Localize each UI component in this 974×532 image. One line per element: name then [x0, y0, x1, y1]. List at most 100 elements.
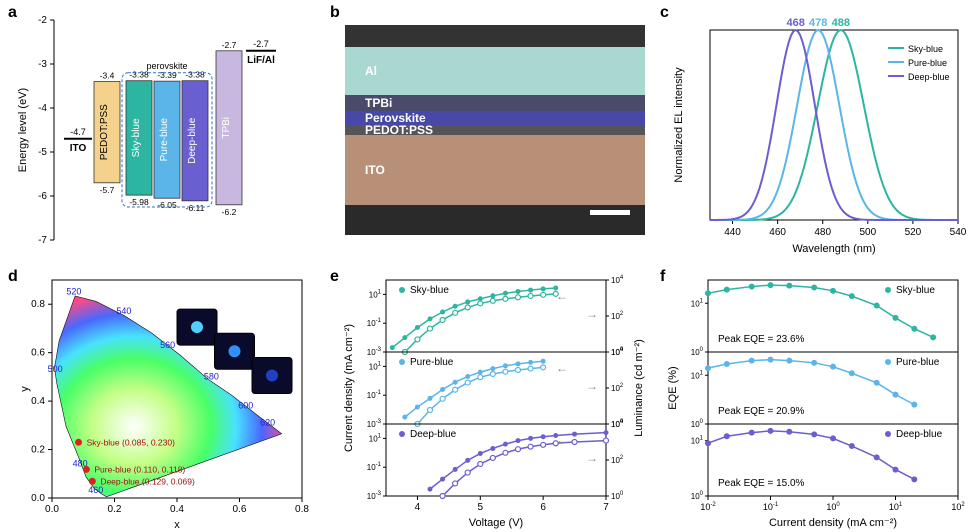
svg-text:468: 468 [786, 17, 804, 29]
svg-text:100: 100 [691, 491, 704, 501]
svg-text:Deep-blue (0.129, 0.069): Deep-blue (0.129, 0.069) [100, 476, 195, 486]
svg-text:Energy level (eV): Energy level (eV) [17, 88, 29, 172]
svg-text:540: 540 [116, 306, 131, 316]
svg-text:101: 101 [691, 436, 704, 446]
svg-text:101: 101 [369, 289, 382, 299]
svg-text:0.6: 0.6 [31, 348, 45, 359]
svg-text:Pure-blue: Pure-blue [896, 357, 940, 368]
svg-text:Deep-blue: Deep-blue [187, 117, 198, 164]
svg-text:Current density (mA cm⁻²): Current density (mA cm⁻²) [343, 324, 355, 452]
svg-text:0.4: 0.4 [170, 504, 184, 515]
svg-text:Al: Al [365, 64, 377, 78]
svg-text:EQE (%): EQE (%) [667, 366, 679, 409]
svg-text:-5: -5 [38, 147, 47, 158]
svg-text:101: 101 [691, 370, 704, 380]
svg-text:Voltage (V): Voltage (V) [469, 517, 523, 529]
svg-text:Luminance (cd m⁻²): Luminance (cd m⁻²) [633, 339, 645, 437]
svg-text:-4: -4 [38, 103, 47, 114]
sem-cross-section: AlTPBiPerovskitePEDOT:PSSITO [340, 15, 650, 245]
svg-text:ITO: ITO [365, 163, 385, 177]
svg-text:-5.7: -5.7 [100, 185, 115, 195]
svg-text:101: 101 [369, 361, 382, 371]
svg-text:101: 101 [889, 502, 903, 512]
svg-text:520: 520 [66, 287, 81, 297]
svg-text:0.6: 0.6 [233, 504, 247, 515]
svg-text:10-1: 10-1 [763, 502, 779, 512]
jvl-chart: Current density (mA cm⁻²) Luminance (cd m… [338, 272, 658, 532]
svg-text:10-3: 10-3 [367, 491, 382, 501]
svg-text:0.8: 0.8 [31, 299, 45, 310]
svg-text:478: 478 [809, 17, 827, 29]
svg-text:Deep-blue: Deep-blue [410, 429, 457, 440]
svg-text:104: 104 [611, 275, 624, 285]
svg-text:←: ← [556, 433, 568, 447]
svg-text:520: 520 [905, 227, 922, 238]
svg-text:Sky-blue: Sky-blue [896, 285, 935, 296]
svg-text:4: 4 [415, 502, 421, 513]
svg-text:-2: -2 [38, 15, 47, 26]
svg-text:102: 102 [611, 455, 624, 465]
svg-text:620: 620 [260, 417, 275, 427]
eqe-chart: EQE (%) Current density (mA cm⁻²) 100 101 Sk… [662, 272, 972, 532]
svg-text:TPBi: TPBi [221, 117, 232, 139]
svg-text:Wavelength (nm): Wavelength (nm) [792, 243, 875, 255]
svg-text:perovskite: perovskite [146, 61, 187, 71]
svg-text:460: 460 [88, 485, 103, 495]
panel-b-label: b [330, 4, 340, 22]
svg-text:-3.39: -3.39 [157, 70, 177, 80]
svg-text:100: 100 [691, 419, 704, 429]
svg-text:104: 104 [611, 419, 624, 429]
cie-diagram: 0.00.20.40.60.80.00.20.40.60.8xy46048050… [14, 272, 324, 532]
svg-text:Peak EQE = 23.6%: Peak EQE = 23.6% [718, 334, 805, 345]
svg-text:-7: -7 [38, 235, 47, 246]
svg-text:-4.7: -4.7 [70, 127, 86, 137]
svg-text:-3: -3 [38, 59, 47, 70]
svg-text:560: 560 [160, 340, 175, 350]
svg-text:0.8: 0.8 [295, 504, 309, 515]
svg-text:101: 101 [691, 298, 704, 308]
svg-text:Pure-blue (0.110, 0.118): Pure-blue (0.110, 0.118) [94, 464, 185, 474]
svg-text:100: 100 [826, 502, 840, 512]
svg-text:500: 500 [859, 227, 876, 238]
svg-text:-6.05: -6.05 [157, 200, 177, 210]
svg-text:10-1: 10-1 [367, 462, 382, 472]
svg-text:Deep-blue: Deep-blue [896, 429, 943, 440]
svg-text:102: 102 [611, 383, 624, 393]
svg-text:Peak EQE = 20.9%: Peak EQE = 20.9% [718, 406, 805, 417]
svg-text:500: 500 [48, 364, 63, 374]
svg-text:y: y [19, 386, 31, 392]
svg-text:Sky-blue: Sky-blue [908, 44, 943, 54]
svg-text:488: 488 [832, 17, 850, 29]
svg-text:Normalized EL intensity: Normalized EL intensity [673, 67, 685, 183]
svg-text:←: ← [556, 289, 568, 303]
svg-text:0.4: 0.4 [31, 396, 45, 407]
svg-text:5: 5 [478, 502, 484, 513]
svg-text:Sky-blue (0.085, 0.230): Sky-blue (0.085, 0.230) [87, 437, 176, 447]
svg-text:7: 7 [603, 502, 609, 513]
el-spectra-chart: 440460480500520540Wavelength (nm)Normali… [668, 10, 968, 260]
svg-text:0.2: 0.2 [108, 504, 122, 515]
svg-text:LiF/Al: LiF/Al [247, 55, 275, 66]
svg-text:ITO: ITO [70, 143, 87, 154]
svg-text:-5.98: -5.98 [129, 197, 149, 207]
svg-text:-6.2: -6.2 [222, 207, 237, 217]
svg-text:-3.38: -3.38 [129, 70, 149, 80]
svg-text:-2.7: -2.7 [222, 40, 237, 50]
svg-text:→: → [586, 451, 598, 465]
svg-text:0.2: 0.2 [31, 445, 45, 456]
svg-text:←: ← [556, 361, 568, 375]
svg-text:Pure-blue: Pure-blue [410, 357, 454, 368]
svg-text:102: 102 [611, 311, 624, 321]
svg-text:Current density (mA cm⁻²): Current density (mA cm⁻²) [769, 517, 897, 529]
svg-text:0.0: 0.0 [31, 493, 45, 504]
svg-text:6: 6 [540, 502, 546, 513]
svg-text:-3.38: -3.38 [185, 70, 205, 80]
svg-text:TPBi: TPBi [365, 96, 392, 110]
svg-text:→: → [586, 307, 598, 321]
svg-text:-3.4: -3.4 [100, 71, 115, 81]
svg-text:PEDOT:PSS: PEDOT:PSS [99, 104, 110, 160]
svg-text:580: 580 [204, 371, 219, 381]
svg-text:-2.7: -2.7 [253, 39, 269, 49]
svg-text:Pure-blue: Pure-blue [159, 118, 170, 162]
svg-text:480: 480 [814, 227, 831, 238]
